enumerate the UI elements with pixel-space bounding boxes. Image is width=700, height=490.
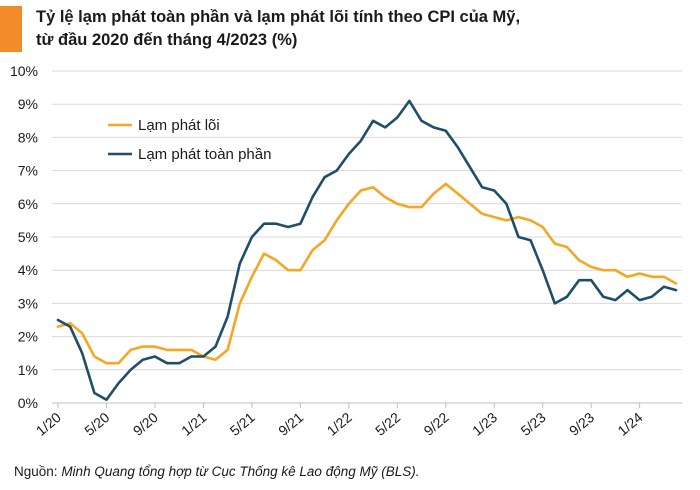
x-tick-label: 1/24: [614, 409, 645, 439]
series-line-headline: [56, 99, 678, 402]
x-tick-label: 5/21: [227, 409, 258, 439]
chart-title: Tỷ lệ lạm phát toàn phần và lạm phát lõi…: [36, 6, 676, 52]
x-tick-label: 1/20: [33, 409, 64, 439]
x-tick-label: 9/22: [421, 409, 452, 439]
y-tick-label: 9%: [18, 96, 38, 112]
y-tick-label: 7%: [18, 163, 38, 179]
chart-title-line-2: từ đầu 2020 đến tháng 4/2023 (%): [36, 31, 298, 49]
series-line-core: [56, 182, 678, 365]
x-tick-label: 9/21: [275, 409, 306, 439]
x-tick-label: 5/23: [517, 409, 548, 439]
x-tick-label: 9/20: [130, 409, 161, 439]
x-tick-label: 5/22: [372, 409, 403, 439]
source-label: Nguồn:: [14, 464, 58, 479]
x-tick-label: 1/21: [178, 409, 209, 439]
legend-label-headline: Lạm phát toàn phần: [138, 146, 271, 163]
x-tick-label: 1/23: [469, 409, 500, 439]
source-text: Minh Quang tổng hợp từ Cục Thống kê Lao …: [61, 464, 420, 479]
y-tick-label: 5%: [18, 229, 38, 245]
x-tick-label: 9/23: [566, 409, 597, 439]
y-tick-label: 6%: [18, 196, 38, 212]
y-tick-label: 4%: [18, 262, 38, 278]
y-tick-label: 2%: [18, 329, 38, 345]
y-tick-label: 0%: [18, 395, 38, 411]
chart-title-line-1: Tỷ lệ lạm phát toàn phần và lạm phát lõi…: [36, 8, 521, 26]
x-tick-label: 5/20: [81, 409, 112, 439]
y-tick-label: 3%: [18, 295, 38, 311]
y-tick-label: 1%: [18, 362, 38, 378]
y-tick-label: 10%: [10, 63, 38, 79]
legend-label-core: Lạm phát lõi: [138, 117, 220, 134]
source-note: Nguồn: Minh Quang tổng hợp từ Cục Thống …: [14, 464, 419, 479]
x-tick-label: 1/22: [324, 409, 355, 439]
title-accent-bar: [0, 6, 22, 52]
y-tick-label: 8%: [18, 129, 38, 145]
